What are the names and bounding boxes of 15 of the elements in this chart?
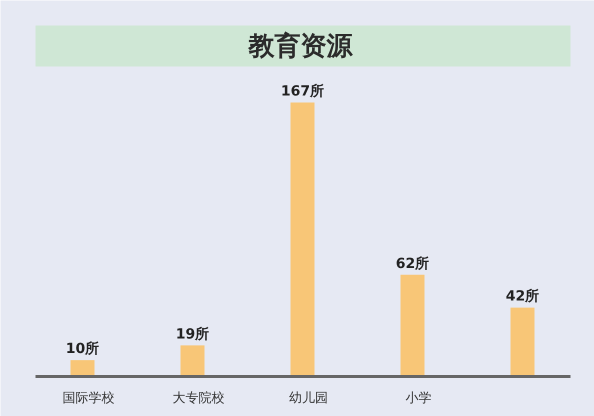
bar [400,274,424,376]
x-tick-label: 幼儿园 [289,391,328,406]
chart-title: 教育资源 [248,30,354,62]
x-tick-label: 大专院校 [172,391,224,406]
bar [510,308,534,376]
data-label: 19所 [176,326,210,342]
x-tick-label: 小学 [406,391,432,406]
data-label: 42所 [506,288,540,305]
data-label: 10所 [66,341,100,358]
bar [290,102,314,376]
x-tick-label: 国际学校 [62,391,114,406]
data-label: 167所 [280,84,324,100]
bar [180,345,204,376]
data-label: 62所 [396,256,430,272]
bar [70,360,94,376]
